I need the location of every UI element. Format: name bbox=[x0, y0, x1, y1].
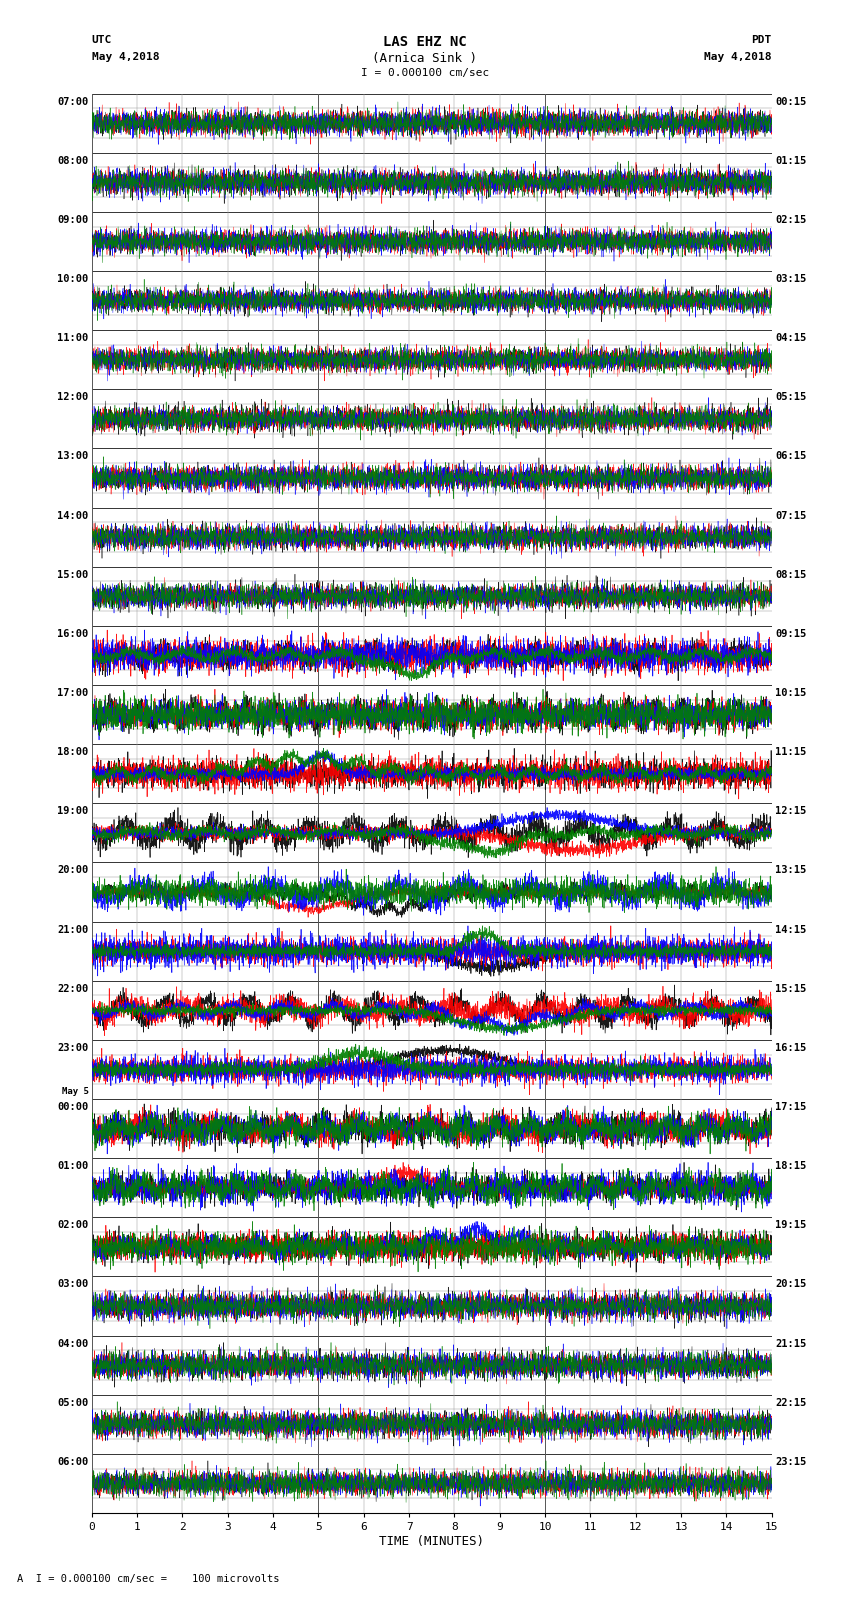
Text: 16:00: 16:00 bbox=[57, 629, 88, 639]
Text: LAS EHZ NC: LAS EHZ NC bbox=[383, 35, 467, 50]
Text: 10:00: 10:00 bbox=[57, 274, 88, 284]
Text: 02:00: 02:00 bbox=[57, 1221, 88, 1231]
Text: (Arnica Sink ): (Arnica Sink ) bbox=[372, 52, 478, 65]
Text: 21:15: 21:15 bbox=[775, 1339, 807, 1348]
Text: I = 0.000100 cm/sec: I = 0.000100 cm/sec bbox=[361, 68, 489, 77]
Text: 14:15: 14:15 bbox=[775, 924, 807, 934]
Text: 03:15: 03:15 bbox=[775, 274, 807, 284]
Text: 06:00: 06:00 bbox=[57, 1457, 88, 1466]
Text: 11:00: 11:00 bbox=[57, 334, 88, 344]
Text: 06:15: 06:15 bbox=[775, 452, 807, 461]
Text: PDT: PDT bbox=[751, 35, 772, 45]
Text: 21:00: 21:00 bbox=[57, 924, 88, 934]
Text: 22:00: 22:00 bbox=[57, 984, 88, 994]
Text: 19:15: 19:15 bbox=[775, 1221, 807, 1231]
Text: 05:00: 05:00 bbox=[57, 1397, 88, 1408]
Text: 12:00: 12:00 bbox=[57, 392, 88, 402]
Text: 04:15: 04:15 bbox=[775, 334, 807, 344]
Text: 08:15: 08:15 bbox=[775, 569, 807, 579]
Text: 22:15: 22:15 bbox=[775, 1397, 807, 1408]
Text: 12:15: 12:15 bbox=[775, 806, 807, 816]
Text: 01:00: 01:00 bbox=[57, 1161, 88, 1171]
Text: 00:15: 00:15 bbox=[775, 97, 807, 106]
Text: May 4,2018: May 4,2018 bbox=[705, 52, 772, 61]
Text: 19:00: 19:00 bbox=[57, 806, 88, 816]
Text: 00:00: 00:00 bbox=[57, 1102, 88, 1111]
Text: 23:15: 23:15 bbox=[775, 1457, 807, 1466]
Text: UTC: UTC bbox=[92, 35, 112, 45]
Text: 18:00: 18:00 bbox=[57, 747, 88, 756]
Text: 09:00: 09:00 bbox=[57, 215, 88, 224]
Text: 23:00: 23:00 bbox=[57, 1044, 88, 1053]
Text: May 5: May 5 bbox=[61, 1087, 88, 1097]
Text: 14:00: 14:00 bbox=[57, 510, 88, 521]
Text: 17:15: 17:15 bbox=[775, 1102, 807, 1111]
Text: 01:15: 01:15 bbox=[775, 156, 807, 166]
Text: 15:00: 15:00 bbox=[57, 569, 88, 579]
Text: May 4,2018: May 4,2018 bbox=[92, 52, 159, 61]
Text: 07:00: 07:00 bbox=[57, 97, 88, 106]
Text: 20:00: 20:00 bbox=[57, 865, 88, 876]
Text: 03:00: 03:00 bbox=[57, 1279, 88, 1289]
Text: 10:15: 10:15 bbox=[775, 689, 807, 698]
Text: 07:15: 07:15 bbox=[775, 510, 807, 521]
Text: 20:15: 20:15 bbox=[775, 1279, 807, 1289]
Text: A  I = 0.000100 cm/sec =    100 microvolts: A I = 0.000100 cm/sec = 100 microvolts bbox=[17, 1574, 280, 1584]
Text: 09:15: 09:15 bbox=[775, 629, 807, 639]
Text: 16:15: 16:15 bbox=[775, 1044, 807, 1053]
Text: 04:00: 04:00 bbox=[57, 1339, 88, 1348]
X-axis label: TIME (MINUTES): TIME (MINUTES) bbox=[379, 1536, 484, 1548]
Text: 15:15: 15:15 bbox=[775, 984, 807, 994]
Text: 02:15: 02:15 bbox=[775, 215, 807, 224]
Text: 18:15: 18:15 bbox=[775, 1161, 807, 1171]
Text: 13:00: 13:00 bbox=[57, 452, 88, 461]
Text: 17:00: 17:00 bbox=[57, 689, 88, 698]
Text: 08:00: 08:00 bbox=[57, 156, 88, 166]
Text: 11:15: 11:15 bbox=[775, 747, 807, 756]
Text: 13:15: 13:15 bbox=[775, 865, 807, 876]
Text: 05:15: 05:15 bbox=[775, 392, 807, 402]
